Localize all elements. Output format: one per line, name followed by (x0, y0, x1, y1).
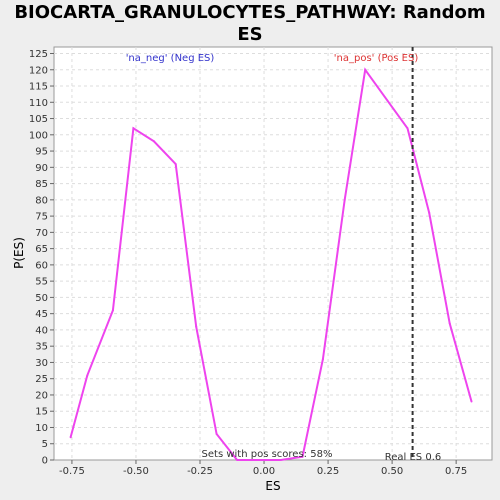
y-tick-label: 10 (35, 423, 48, 434)
es-data-point (70, 436, 72, 438)
es-data-point (471, 400, 473, 402)
y-tick-label: 15 (35, 407, 48, 418)
y-tick-label: 125 (29, 49, 48, 60)
y-tick-label: 35 (35, 342, 48, 353)
y-tick-label: 90 (35, 163, 48, 174)
y-tick-label: 40 (35, 325, 48, 336)
y-tick-label: 50 (35, 293, 48, 304)
es-data-point (428, 212, 430, 214)
y-tick-label: 45 (35, 309, 48, 320)
x-tick-label: -0.75 (59, 466, 85, 477)
es-data-point (112, 309, 114, 311)
y-tick-label: 120 (29, 65, 48, 76)
x-tick-label: 0.75 (445, 466, 467, 477)
y-tick-label: 60 (35, 260, 48, 271)
neg-label: 'na_neg' (Neg ES) (126, 53, 215, 64)
real-es-label: Real ES 0.6 (385, 452, 441, 463)
es-data-point (344, 199, 346, 201)
y-tick-label: 70 (35, 228, 48, 239)
es-data-point (86, 374, 88, 376)
pos-label: 'na_pos' (Pos ES) (334, 53, 419, 64)
x-tick-label: -0.25 (187, 466, 213, 477)
es-data-point (132, 127, 134, 129)
y-tick-label: 110 (29, 98, 48, 109)
y-axis-title: P(ES) (12, 237, 26, 269)
x-tick-label: 0.50 (381, 466, 403, 477)
y-tick-label: 30 (35, 358, 48, 369)
y-tick-label: 5 (42, 439, 48, 450)
x-axis-title: ES (265, 479, 280, 493)
es-data-point (406, 127, 408, 129)
es-data-point (175, 163, 177, 165)
pos-scores-label: Sets with pos scores: 58% (202, 449, 333, 460)
x-tick-label: -0.50 (123, 466, 149, 477)
y-tick-label: 85 (35, 179, 48, 190)
y-tick-label: 20 (35, 390, 48, 401)
es-data-point (195, 326, 197, 328)
es-data-point (449, 322, 451, 324)
y-tick-label: 0 (42, 456, 48, 467)
es-data-point (364, 69, 366, 71)
y-tick-label: 100 (29, 130, 48, 141)
es-data-point (216, 433, 218, 435)
y-tick-label: 25 (35, 374, 48, 385)
y-tick-label: 95 (35, 147, 48, 158)
x-tick-label: 0.00 (253, 466, 275, 477)
y-tick-label: 80 (35, 195, 48, 206)
y-tick-label: 105 (29, 114, 48, 125)
es-data-point (322, 358, 324, 360)
y-tick-label: 115 (29, 82, 48, 93)
x-tick-label: 0.25 (317, 466, 339, 477)
y-tick-label: 75 (35, 212, 48, 223)
es-data-point (153, 140, 155, 142)
y-tick-label: 65 (35, 244, 48, 255)
y-tick-label: 55 (35, 277, 48, 288)
